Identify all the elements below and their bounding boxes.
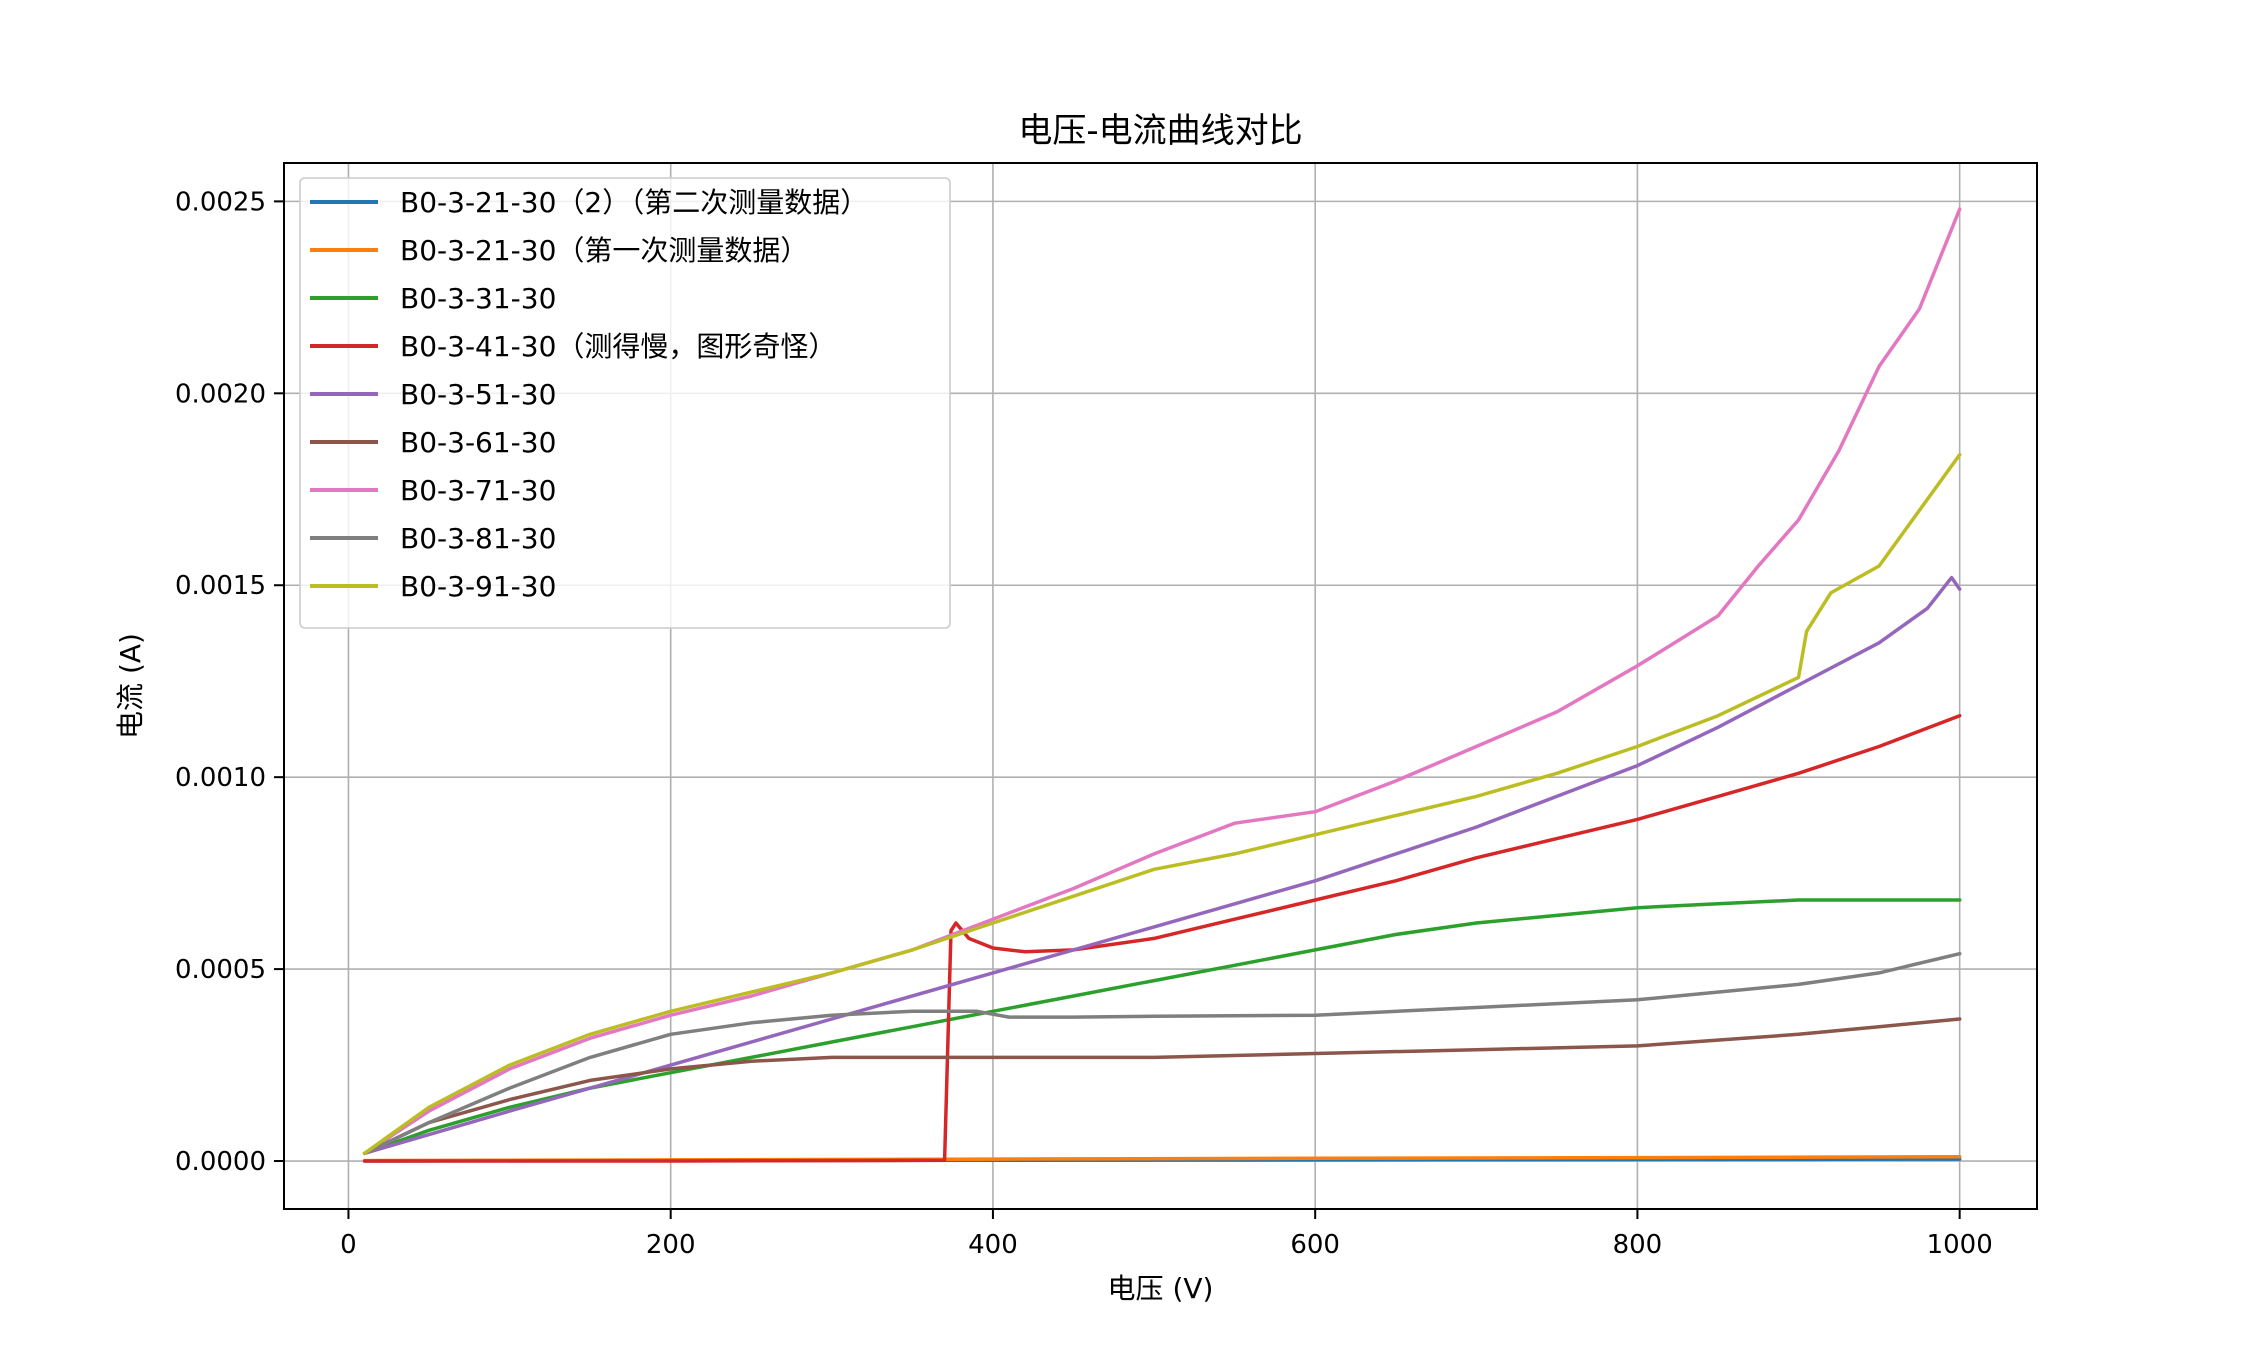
legend-label: B0-3-71-30 <box>400 474 556 507</box>
x-tick-label: 400 <box>968 1230 1018 1260</box>
x-tick-label: 800 <box>1613 1230 1663 1260</box>
y-tick-label: 0.0000 <box>175 1147 266 1177</box>
x-tick-label: 0 <box>340 1230 357 1260</box>
y-tick-label: 0.0025 <box>175 187 266 217</box>
x-tick-label: 1000 <box>1927 1230 1993 1260</box>
legend-label: B0-3-21-30（第一次测量数据） <box>400 234 808 267</box>
series-line <box>362 713 1962 1163</box>
series-line <box>362 1017 1962 1156</box>
x-axis-label: 电压 (V) <box>1108 1272 1214 1305</box>
series-line <box>362 951 1962 1156</box>
legend-label: B0-3-81-30 <box>400 522 556 555</box>
y-tick-label: 0.0010 <box>175 763 266 793</box>
x-tick-label: 200 <box>646 1230 696 1260</box>
axis-ticks: 0 200 400 600 800 1000 0.0000 0.0005 0.0010 0.001… <box>175 187 1993 1260</box>
legend-label: B0-3-21-30（2）（第二次测量数据） <box>400 186 868 219</box>
y-axis-label: 电流 (A) <box>114 633 147 739</box>
legend-label: B0-3-61-30 <box>400 426 556 459</box>
series-line <box>362 452 1962 1156</box>
series-line <box>362 207 1962 1156</box>
y-tick-label: 0.0020 <box>175 379 266 409</box>
plot-lines <box>362 207 1962 1163</box>
legend: B0-3-21-30（2）（第二次测量数据） B0-3-21-30（第一次测量数据… <box>299 177 951 629</box>
x-tick-label: 600 <box>1290 1230 1340 1260</box>
series-line <box>362 898 1962 1156</box>
y-tick-label: 0.0005 <box>175 955 266 985</box>
series-line <box>362 575 1962 1156</box>
legend-label: B0-3-91-30 <box>400 570 556 603</box>
legend-label: B0-3-41-30（测得慢，图形奇怪） <box>400 330 836 363</box>
plot-frame <box>283 162 2038 1210</box>
legend-label: B0-3-51-30 <box>400 378 556 411</box>
y-tick-label: 0.0015 <box>175 571 266 601</box>
legend-label: B0-3-31-30 <box>400 282 556 315</box>
legend-box <box>299 177 951 629</box>
chart-title: 电压-电流曲线对比 <box>1018 111 1302 151</box>
